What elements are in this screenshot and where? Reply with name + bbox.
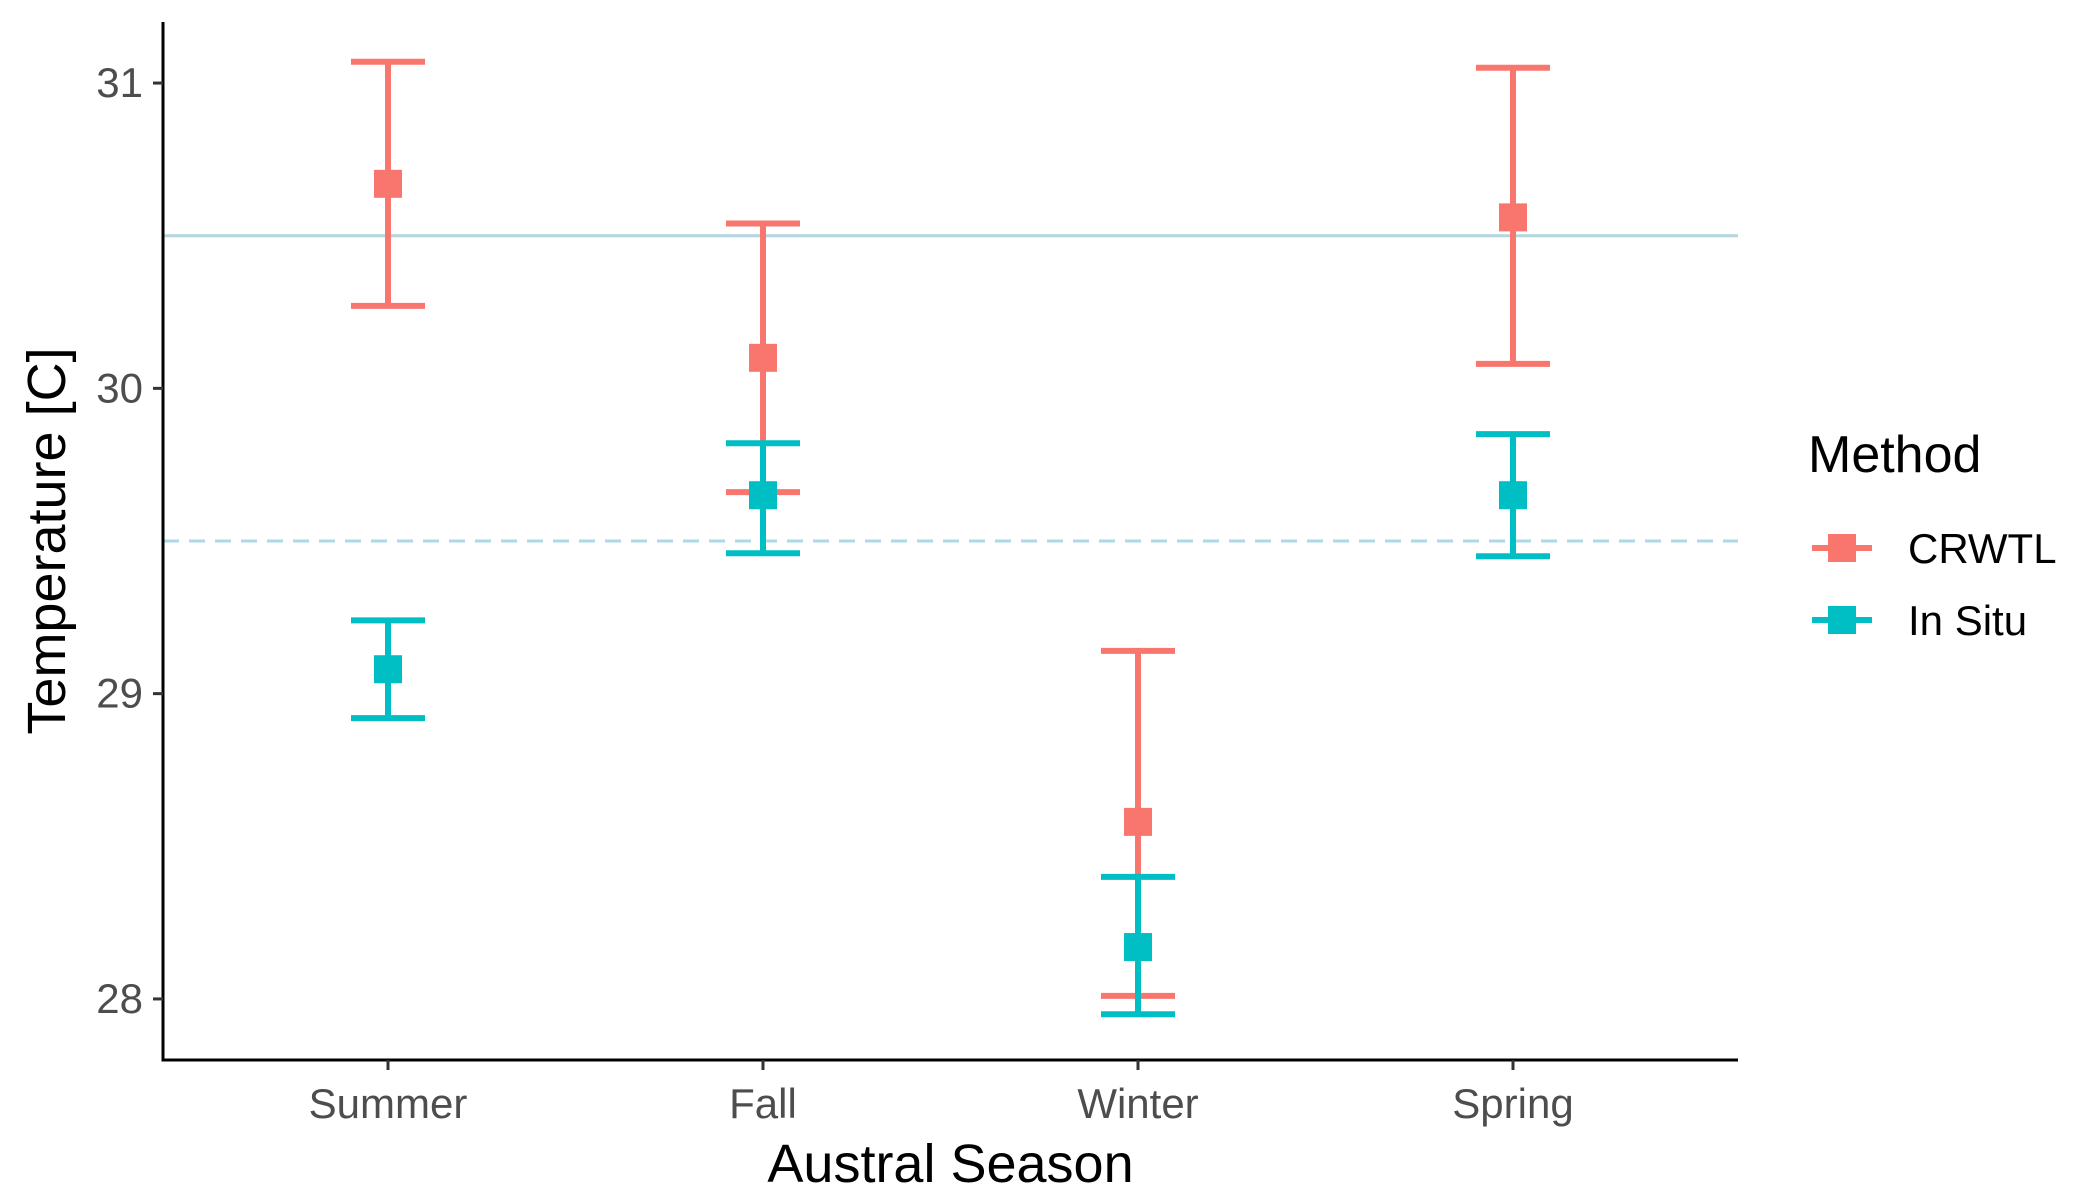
data-point [1124, 933, 1152, 962]
x-ticks: Summer Fall Winter Spring [309, 1060, 1574, 1127]
y-tick-label: 31 [96, 59, 143, 106]
legend-label: In Situ [1908, 597, 2027, 644]
x-axis-title: Austral Season [767, 1134, 1133, 1194]
data-point [749, 481, 777, 510]
series-layer [351, 58, 1550, 1018]
data-point [1499, 203, 1527, 232]
x-tick-label: Winter [1077, 1080, 1198, 1127]
data-point [374, 169, 402, 198]
y-ticks: 28 29 30 31 [96, 59, 163, 1022]
y-tick-label: 30 [96, 364, 143, 411]
y-tick-label: 29 [96, 670, 143, 717]
legend: Method CRWTL In Situ [1808, 426, 2057, 644]
legend-key-marker [1828, 534, 1856, 562]
legend-item-crwtl: CRWTL [1812, 525, 2057, 572]
x-tick-label: Summer [309, 1080, 468, 1127]
data-point [1124, 807, 1152, 836]
reference-lines [163, 234, 1738, 543]
data-point [1499, 481, 1527, 510]
data-point [749, 343, 777, 372]
series-in-situ [351, 431, 1550, 1018]
legend-label: CRWTL [1908, 525, 2057, 572]
legend-item-in-situ: In Situ [1812, 597, 2027, 644]
axes [161, 22, 1738, 1062]
legend-key-marker [1828, 606, 1856, 634]
y-tick-label: 28 [96, 975, 143, 1022]
x-tick-label: Spring [1452, 1080, 1573, 1127]
y-axis-title: Temperature [C] [17, 347, 77, 734]
data-point [374, 655, 402, 684]
x-tick-label: Fall [729, 1080, 797, 1127]
series-crwtl [351, 58, 1550, 999]
legend-title: Method [1808, 426, 1981, 484]
